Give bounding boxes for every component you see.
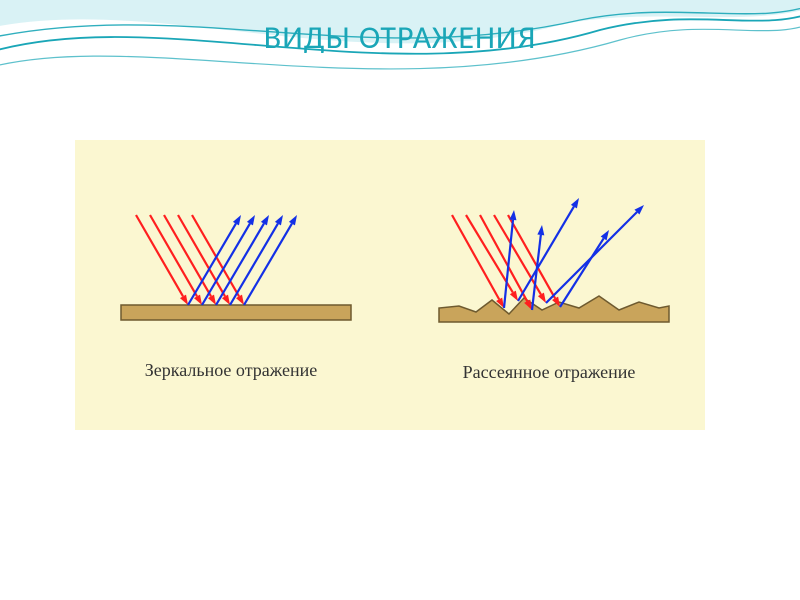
reflection-figure <box>75 140 705 430</box>
caption-specular: Зеркальное отражение <box>96 360 366 381</box>
surface <box>121 305 351 320</box>
slide: ВИДЫ ОТРАЖЕНИЯ Зеркальное отражение Расс… <box>0 0 800 600</box>
page-title: ВИДЫ ОТРАЖЕНИЯ <box>0 18 800 57</box>
figure-background <box>75 140 705 430</box>
caption-diffuse: Рассеянное отражение <box>414 362 684 383</box>
